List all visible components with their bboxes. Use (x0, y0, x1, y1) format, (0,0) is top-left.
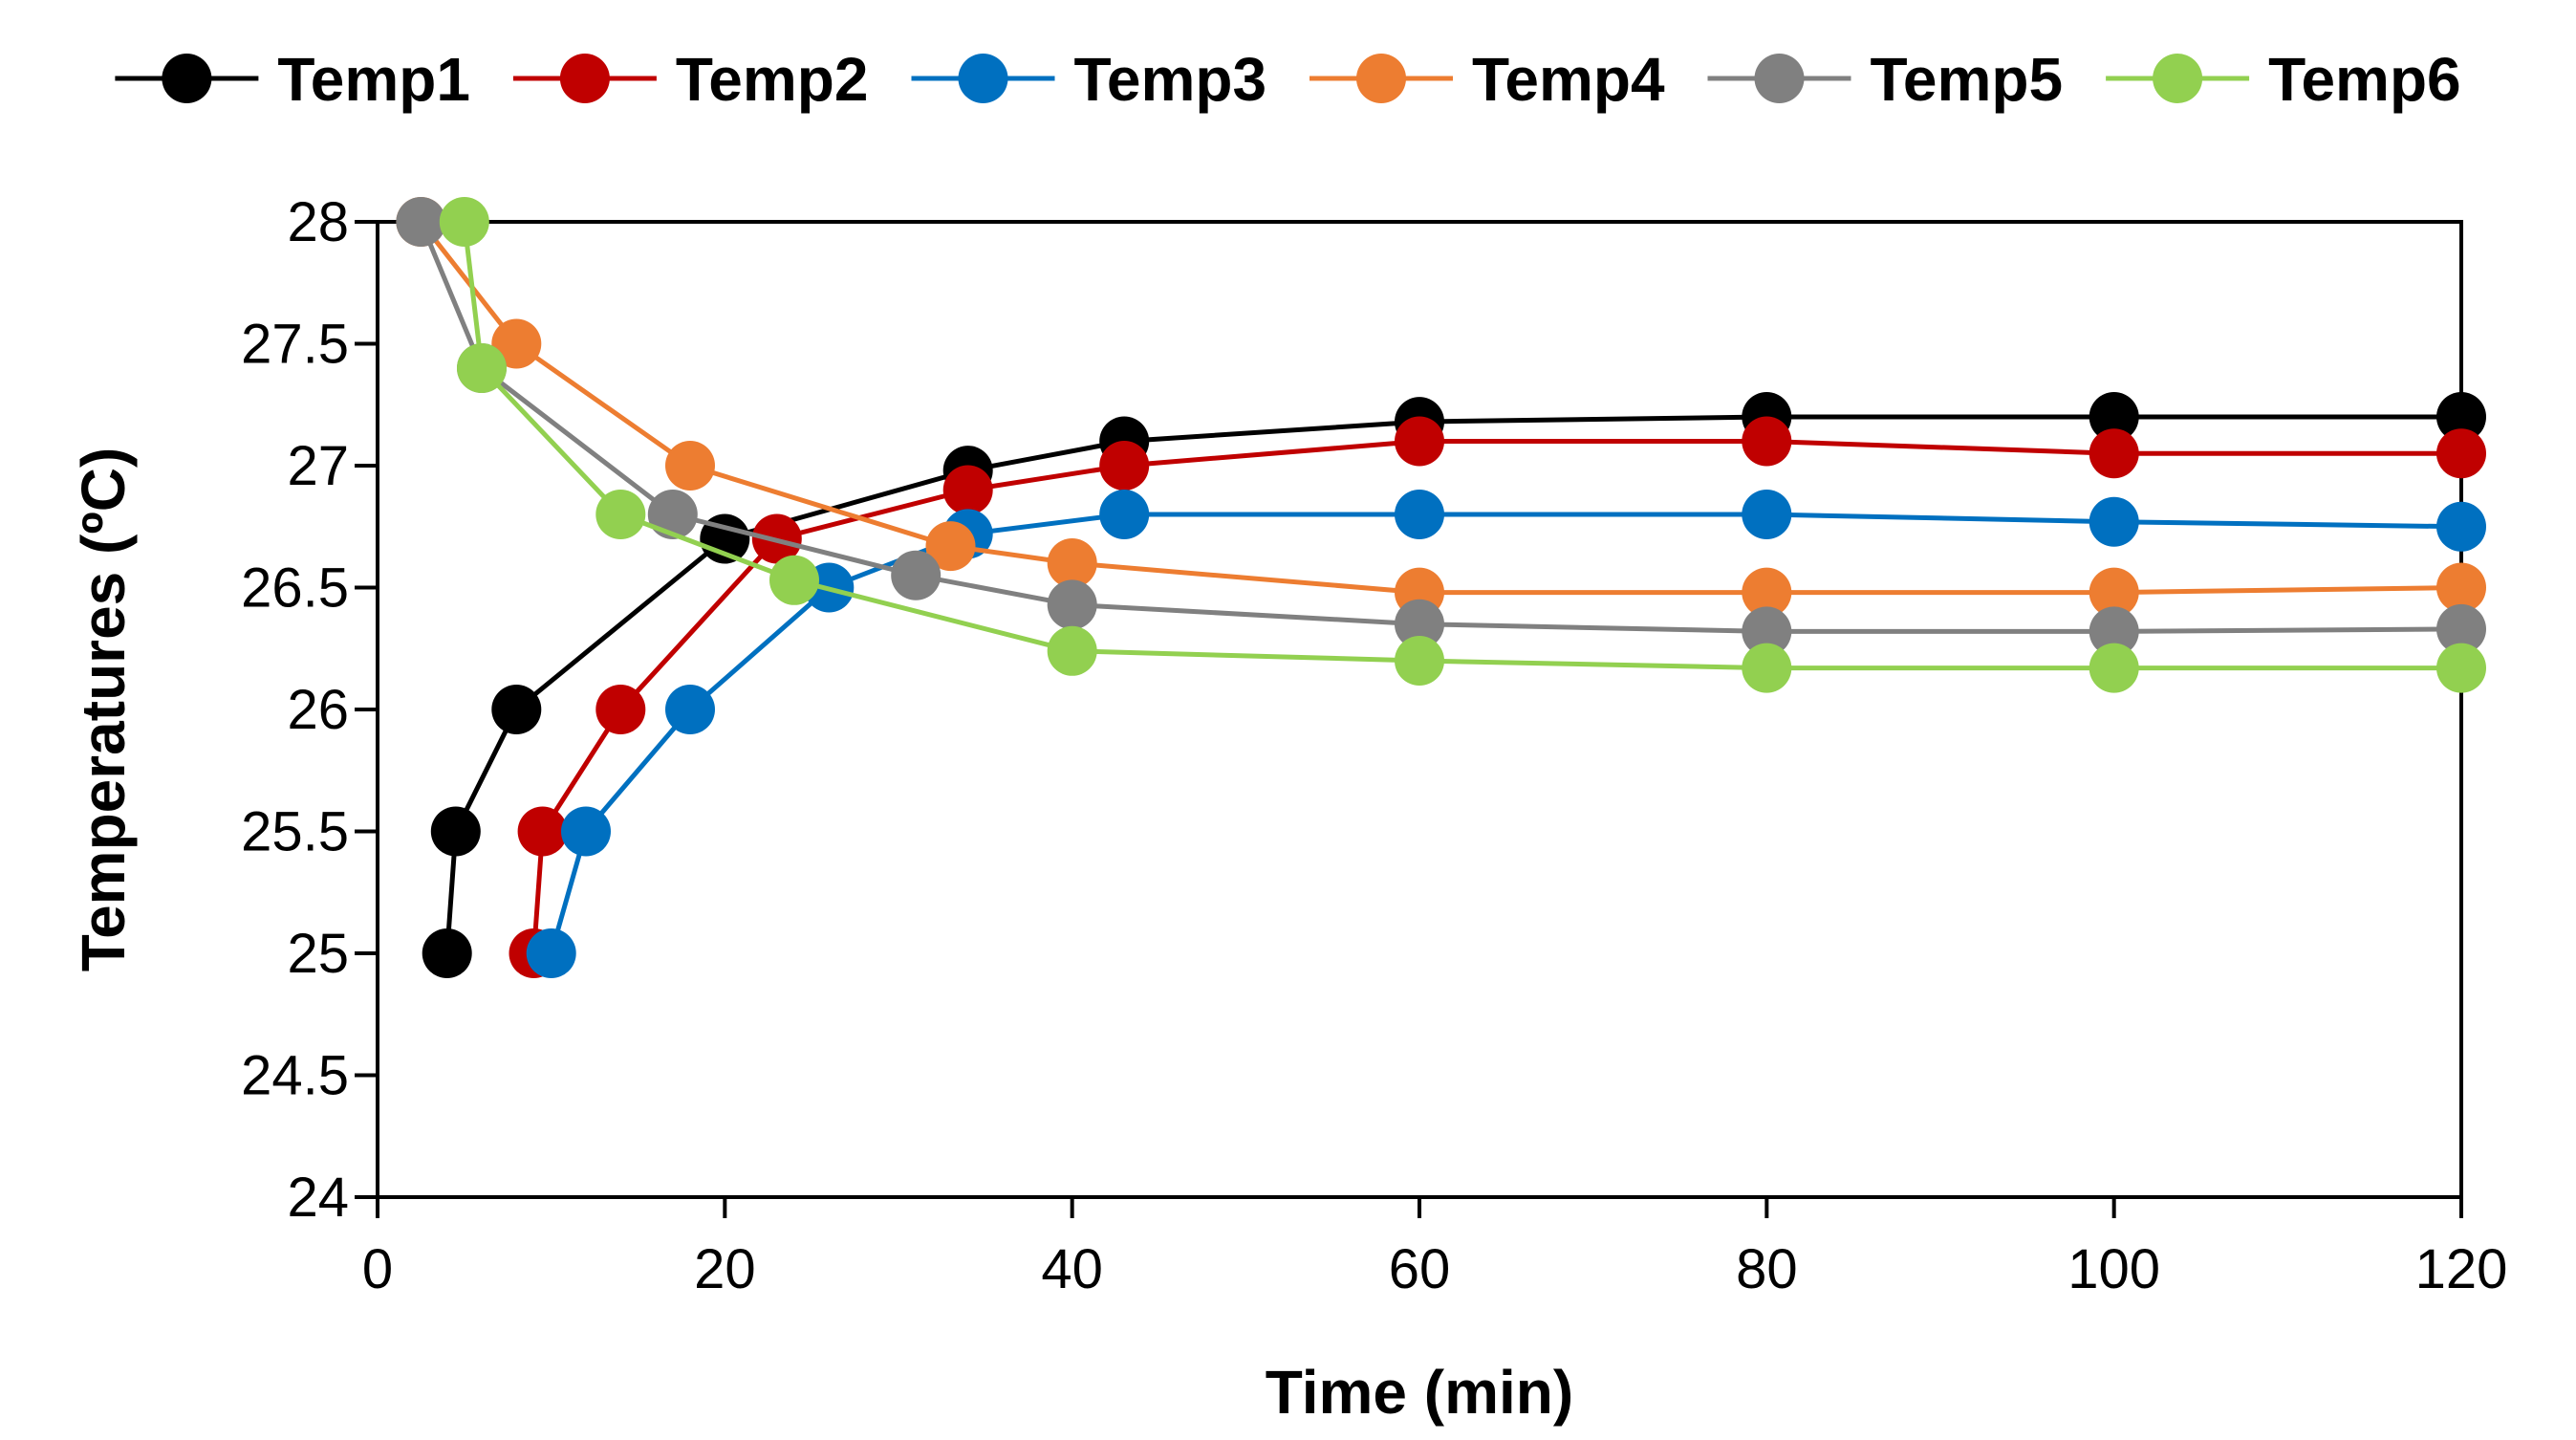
legend-item-temp6: Temp6 (2106, 45, 2461, 114)
point-temp5-6 (1742, 606, 1792, 657)
y-tick-label-6: 27 (287, 435, 349, 497)
y-tick-label-4: 26 (287, 679, 349, 741)
point-temp3-0 (526, 928, 576, 978)
legend-label-temp5: Temp5 (1871, 45, 2064, 114)
legend-label-temp6: Temp6 (2268, 45, 2461, 114)
point-temp5-3 (891, 550, 942, 600)
legend-item-temp3: Temp3 (911, 45, 1267, 114)
point-temp2-7 (1742, 416, 1792, 467)
series-temp3 (526, 490, 2486, 978)
point-temp2-2 (595, 685, 646, 734)
legend: Temp1 Temp2 Temp3 Temp4 Temp5 Temp6 (115, 45, 2461, 114)
y-tick-label-0: 24 (287, 1167, 349, 1229)
point-temp1-0 (422, 928, 472, 978)
y-tick-label-1: 24.5 (241, 1045, 349, 1107)
point-temp4-7 (2089, 567, 2139, 618)
point-temp5-0 (396, 197, 446, 247)
point-temp1-2 (491, 685, 542, 734)
point-temp2-5 (1099, 441, 1150, 491)
legend-marker-temp5 (1754, 54, 1805, 103)
legend-item-temp5: Temp5 (1707, 45, 2064, 114)
point-temp2-1 (517, 806, 568, 857)
point-temp6-1 (457, 343, 507, 393)
legend-marker-temp6 (2153, 54, 2203, 103)
y-tick-label-8: 28 (287, 191, 349, 253)
point-temp6-8 (2436, 643, 2486, 693)
legend-label-temp2: Temp2 (676, 45, 869, 114)
point-temp4-3 (925, 521, 976, 572)
point-temp6-4 (1047, 625, 1097, 676)
point-temp4-8 (2436, 562, 2486, 613)
point-temp4-1 (491, 318, 542, 369)
point-temp2-6 (1395, 416, 1444, 467)
x-tick-label-1: 20 (694, 1238, 756, 1300)
legend-marker-temp4 (1356, 54, 1406, 103)
point-temp5-5 (1395, 599, 1444, 649)
point-temp6-2 (595, 490, 646, 539)
legend-item-temp4: Temp4 (1310, 45, 1665, 114)
point-temp5-7 (2089, 606, 2139, 657)
point-temp6-5 (1395, 636, 1444, 686)
x-tick-label-4: 80 (1736, 1238, 1798, 1300)
x-tick-label-2: 40 (1041, 1238, 1103, 1300)
point-temp3-1 (561, 806, 611, 857)
point-temp3-2 (665, 685, 715, 734)
y-tick-label-5: 26.5 (241, 557, 349, 620)
point-temp4-2 (665, 441, 715, 491)
point-temp1-9 (2436, 392, 2486, 442)
x-tick-label-6: 120 (2415, 1238, 2508, 1300)
point-temp3-8 (2089, 496, 2139, 547)
legend-label-temp1: Temp1 (277, 45, 470, 114)
series-layer (396, 197, 2486, 978)
y-tick-label-3: 25.5 (241, 801, 349, 863)
point-temp6-7 (2089, 643, 2139, 693)
legend-item-temp2: Temp2 (512, 45, 869, 114)
legend-marker-temp3 (958, 54, 1008, 103)
point-temp6-6 (1742, 643, 1792, 693)
x-axis-title: Time (min) (1266, 1358, 1573, 1427)
point-temp2-9 (2436, 428, 2486, 479)
legend-marker-temp1 (162, 54, 212, 103)
x-tick-label-0: 0 (362, 1238, 393, 1300)
legend-item-temp1: Temp1 (115, 45, 470, 114)
point-temp3-9 (2436, 501, 2486, 552)
series-line-temp1 (444, 414, 2461, 954)
point-temp4-4 (1047, 538, 1097, 588)
series-line-temp6 (462, 221, 2461, 671)
point-temp5-2 (647, 490, 698, 539)
point-temp3-7 (1742, 490, 1792, 539)
point-temp2-4 (942, 465, 993, 515)
series-temp5 (396, 197, 2486, 657)
axis-ticks: 24 24.5 25 25.5 26 26.5 27 27.5 28 0 20 40 60 80 100 12… (241, 191, 2507, 1300)
series-temp6 (439, 197, 2486, 693)
point-temp1-8 (2089, 392, 2139, 442)
point-temp1-1 (430, 806, 481, 857)
point-temp4-6 (1742, 567, 1792, 618)
point-temp6-3 (769, 555, 819, 605)
x-tick-label-3: 60 (1389, 1238, 1451, 1300)
point-temp6-0 (439, 197, 489, 247)
legend-label-temp3: Temp3 (1074, 45, 1267, 114)
point-temp2-8 (2089, 428, 2139, 479)
legend-marker-temp2 (559, 54, 610, 103)
series-line-temp3 (549, 512, 2462, 954)
point-temp5-4 (1047, 579, 1097, 630)
series-line-temp2 (531, 439, 2461, 954)
point-temp3-5 (1099, 490, 1150, 539)
x-tick-label-5: 100 (2067, 1238, 2160, 1300)
legend-label-temp4: Temp4 (1472, 45, 1665, 114)
point-temp3-6 (1395, 490, 1444, 539)
point-temp5-8 (2436, 603, 2486, 654)
y-tick-label-2: 25 (287, 923, 349, 985)
y-tick-label-7: 27.5 (241, 314, 349, 376)
y-axis-title: Temperatures (ºC) (69, 447, 138, 972)
series-temp2 (509, 416, 2486, 978)
